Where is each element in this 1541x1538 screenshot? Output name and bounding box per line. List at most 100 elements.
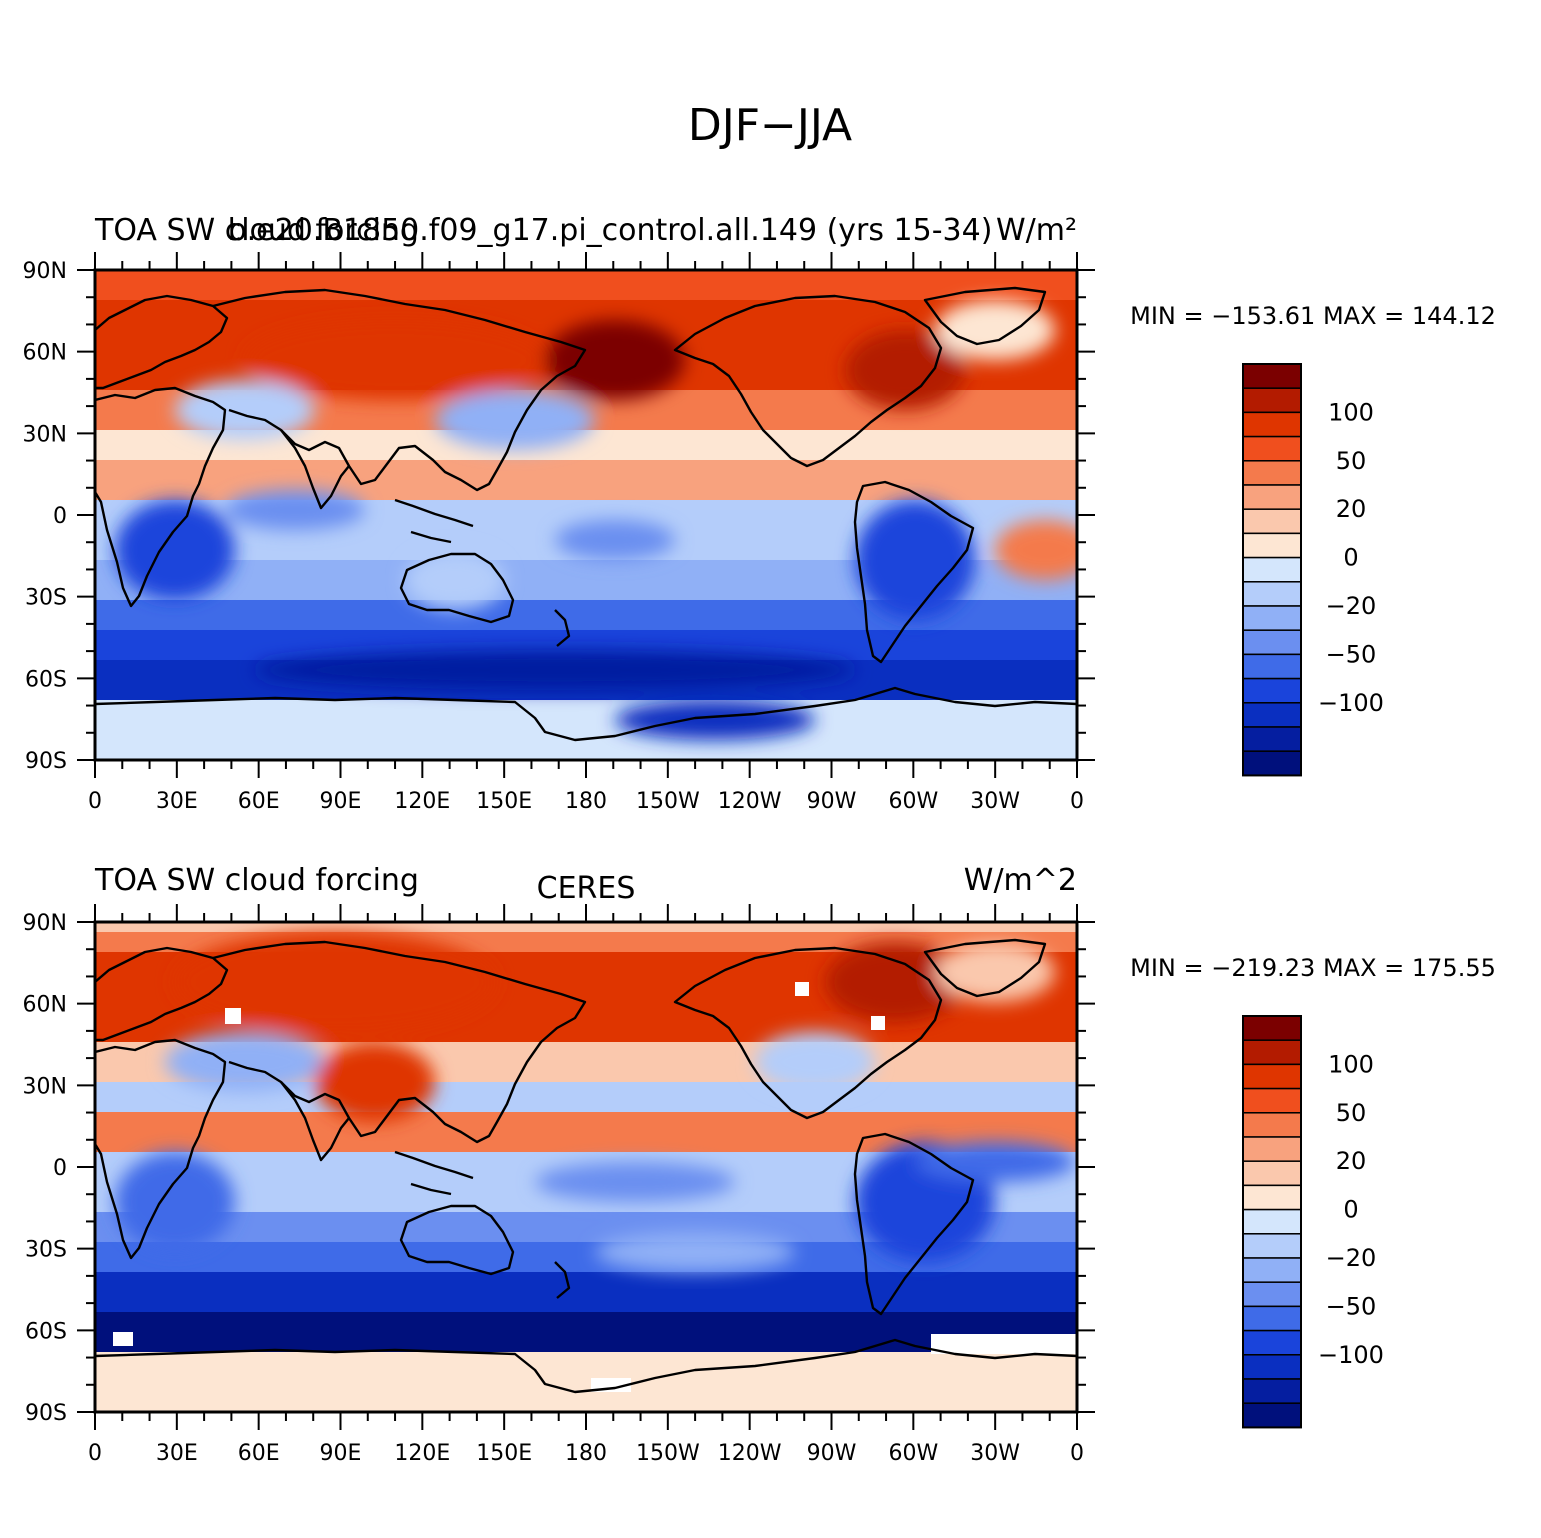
figure-title: DJF−JJA <box>688 100 852 151</box>
min-max-stats: MIN = −219.23 MAX = 175.55 <box>1130 954 1496 982</box>
colorbar-box <box>1242 1233 1302 1259</box>
lat-tick-label: 60N <box>23 993 67 1018</box>
lon-tick-label: 150W <box>636 789 700 814</box>
colorbar-box <box>1242 605 1302 631</box>
panel-center-title: b.e20.B1850.f09_g17.pi_control.all.149 (… <box>228 213 993 248</box>
map-panel-ceres: TOA SW cloud forcing CERES W/m^2 MIN = −… <box>23 863 1496 1466</box>
map-panel-model: TOA SW cloud forcing b.e20.B1850.f09_g17… <box>23 213 1496 814</box>
colorbar-box <box>1242 677 1302 704</box>
colorbar-label: 50 <box>1336 1099 1367 1127</box>
colorbar-box <box>1242 702 1302 728</box>
lat-tick-label: 90N <box>23 259 67 284</box>
colorbar-label: 100 <box>1328 398 1374 426</box>
lon-tick-label: 60W <box>888 789 938 814</box>
lon-tick-label: 90W <box>807 1441 857 1466</box>
lon-tick-label: 90E <box>320 1441 362 1466</box>
min-max-stats: MIN = −153.61 MAX = 144.12 <box>1130 302 1496 330</box>
lat-tick-label: 30S <box>25 1238 67 1263</box>
colorbar-box <box>1242 1087 1302 1114</box>
longitude-axis: 0 30E 60E 90E 120E 150E 180 150W 120W 90W 60W 30W 0 <box>88 904 1084 1466</box>
colorbar-label: 20 <box>1336 495 1367 523</box>
lat-tick-label: 60S <box>25 667 67 692</box>
lat-tick-label: 30N <box>23 1074 67 1099</box>
lat-tick-label: 0 <box>53 504 67 529</box>
colorbar-box <box>1242 1305 1302 1332</box>
lon-tick-label: 30E <box>156 1441 198 1466</box>
lat-tick-label: 90S <box>25 749 67 774</box>
colorbar-label: 20 <box>1336 1147 1367 1175</box>
colorbar: 100 50 20 0 −20 −50 −100 <box>1242 1015 1384 1429</box>
panel-center-title: CERES <box>537 871 636 906</box>
colorbar-box <box>1242 581 1302 607</box>
lon-tick-label: 150W <box>636 1441 700 1466</box>
colorbar-box <box>1242 1329 1302 1356</box>
colorbar: 100 50 20 0 −20 −50 −100 <box>1242 363 1384 777</box>
colorbar-label: −100 <box>1318 689 1384 717</box>
latitude-axis: 90N 60N 30N 0 30S 60S 90S <box>23 911 1095 1426</box>
lon-tick-label: 0 <box>1070 1441 1084 1466</box>
colorbar-box <box>1242 629 1302 656</box>
contour-field <box>95 922 1077 1412</box>
lon-tick-label: 60E <box>238 789 280 814</box>
colorbar-box <box>1242 363 1302 389</box>
colorbar-box <box>1242 726 1302 752</box>
contour-field <box>95 270 1077 760</box>
lon-tick-label: 0 <box>88 789 102 814</box>
lon-tick-label: 0 <box>1070 789 1084 814</box>
colorbar-box <box>1242 556 1302 583</box>
lon-tick-label: 90W <box>807 789 857 814</box>
lon-tick-label: 60W <box>888 1441 938 1466</box>
colorbar-box <box>1242 484 1302 510</box>
colorbar-box <box>1242 460 1302 486</box>
colorbar-box <box>1242 1378 1302 1404</box>
panel-left-title: TOA SW cloud forcing <box>94 863 419 898</box>
lat-tick-label: 90S <box>25 1401 67 1426</box>
lat-tick-label: 30S <box>25 586 67 611</box>
colorbar-box <box>1242 1208 1302 1235</box>
colorbar-label: −20 <box>1326 1244 1377 1272</box>
colorbar-label: 50 <box>1336 447 1367 475</box>
colorbar-box <box>1242 750 1302 777</box>
colorbar-frame <box>1242 1015 1302 1429</box>
lat-tick-label: 30N <box>23 422 67 447</box>
colorbar-label: 0 <box>1343 1196 1358 1224</box>
lon-tick-label: 120E <box>394 1441 450 1466</box>
colorbar-box <box>1242 1039 1302 1066</box>
colorbar-label: −100 <box>1318 1341 1384 1369</box>
colorbar-box <box>1242 1112 1302 1138</box>
lon-tick-label: 120E <box>394 789 450 814</box>
colorbar-box <box>1242 435 1302 462</box>
lat-tick-label: 60S <box>25 1319 67 1344</box>
colorbar-label: 100 <box>1328 1050 1374 1078</box>
panel-left-title: TOA SW cloud forcing <box>94 213 419 248</box>
colorbar-box <box>1242 1402 1302 1429</box>
lon-tick-label: 60E <box>238 1441 280 1466</box>
colorbar-frame <box>1242 363 1302 777</box>
colorbar-label: −50 <box>1326 1292 1377 1320</box>
colorbar-label: −50 <box>1326 640 1377 668</box>
lon-tick-label: 180 <box>565 789 607 814</box>
colorbar-box <box>1242 1136 1302 1162</box>
lon-tick-label: 30E <box>156 789 198 814</box>
colorbar-box <box>1242 508 1302 535</box>
panel-units: W/m² <box>996 213 1077 248</box>
colorbar-box <box>1242 653 1302 680</box>
lon-tick-label: 120W <box>718 789 782 814</box>
colorbar-box <box>1242 1015 1302 1041</box>
lon-tick-label: 30W <box>970 1441 1020 1466</box>
lat-tick-label: 0 <box>53 1156 67 1181</box>
lat-tick-label: 60N <box>23 341 67 366</box>
lon-tick-label: 30W <box>970 789 1020 814</box>
colorbar-box <box>1242 1257 1302 1283</box>
colorbar-box <box>1242 1281 1302 1308</box>
lon-tick-label: 150E <box>476 1441 532 1466</box>
lon-tick-label: 90E <box>320 789 362 814</box>
colorbar-label: −20 <box>1326 592 1377 620</box>
colorbar-box <box>1242 387 1302 414</box>
longitude-axis: 0 30E 60E 90E 120E 150E 180 150W 120W 90W 60W 30W 0 <box>88 252 1084 814</box>
colorbar-box <box>1242 1160 1302 1187</box>
lon-tick-label: 120W <box>718 1441 782 1466</box>
colorbar-box <box>1242 532 1302 559</box>
panel-units: W/m^2 <box>964 863 1077 898</box>
